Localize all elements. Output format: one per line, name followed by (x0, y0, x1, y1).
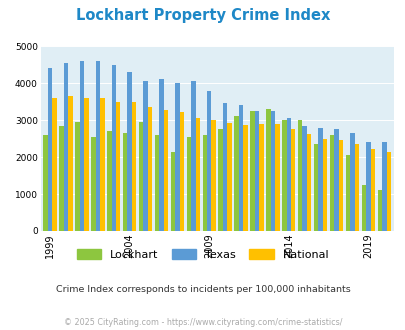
Bar (163, 110, 168, 231)
Bar (96, 61, 100, 231)
Bar (345, 155, 350, 231)
Bar (266, 109, 270, 231)
Bar (238, 105, 243, 231)
Text: Crime Index corresponds to incidents per 100,000 inhabitants: Crime Index corresponds to incidents per… (55, 285, 350, 294)
Bar (377, 190, 381, 231)
Bar (191, 81, 195, 231)
Bar (64, 63, 68, 231)
Bar (127, 72, 132, 231)
Bar (290, 129, 295, 231)
Bar (43, 135, 48, 231)
Bar (361, 185, 365, 231)
Bar (370, 148, 374, 231)
Bar (322, 139, 326, 231)
Bar (258, 124, 263, 231)
Bar (139, 122, 143, 231)
Bar (227, 123, 231, 231)
Bar (179, 112, 183, 231)
Bar (302, 126, 306, 231)
Bar (123, 133, 127, 231)
Legend: Lockhart, Texas, National: Lockhart, Texas, National (77, 249, 328, 260)
Bar (84, 98, 88, 231)
Bar (154, 135, 159, 231)
Bar (286, 118, 290, 231)
Bar (306, 134, 311, 231)
Bar (254, 111, 258, 231)
Bar (386, 152, 390, 231)
Bar (48, 68, 52, 231)
Bar (186, 137, 191, 231)
Text: © 2025 CityRating.com - https://www.cityrating.com/crime-statistics/: © 2025 CityRating.com - https://www.city… (64, 318, 341, 327)
Bar (281, 120, 286, 231)
Bar (329, 135, 333, 231)
Bar (171, 151, 175, 231)
Bar (175, 83, 179, 231)
Bar (297, 120, 302, 231)
Bar (354, 144, 358, 231)
Text: Lockhart Property Crime Index: Lockhart Property Crime Index (76, 8, 329, 23)
Bar (132, 102, 136, 231)
Bar (159, 80, 163, 231)
Bar (211, 120, 215, 231)
Bar (59, 126, 64, 231)
Bar (75, 122, 79, 231)
Bar (202, 135, 207, 231)
Bar (333, 129, 338, 231)
Bar (275, 124, 279, 231)
Bar (147, 107, 152, 231)
Bar (318, 127, 322, 231)
Bar (79, 61, 84, 231)
Bar (116, 102, 120, 231)
Bar (111, 65, 116, 231)
Bar (350, 133, 354, 231)
Bar (313, 144, 318, 231)
Bar (143, 81, 147, 231)
Bar (222, 104, 227, 231)
Bar (270, 111, 275, 231)
Bar (218, 129, 222, 231)
Bar (365, 142, 370, 231)
Bar (250, 111, 254, 231)
Bar (338, 140, 342, 231)
Bar (243, 124, 247, 231)
Bar (381, 142, 386, 231)
Bar (207, 90, 211, 231)
Bar (107, 131, 111, 231)
Bar (195, 118, 200, 231)
Bar (52, 98, 57, 231)
Bar (91, 137, 96, 231)
Bar (234, 116, 238, 231)
Bar (68, 96, 72, 231)
Bar (100, 98, 104, 231)
